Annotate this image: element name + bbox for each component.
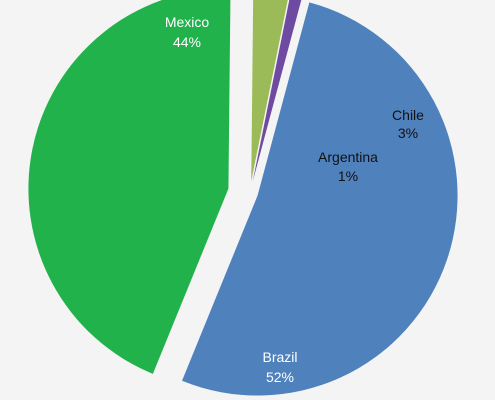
slice-value-brazil: 52% [266, 369, 294, 385]
pie-slices [28, 0, 458, 396]
pie-slice-brazil [182, 2, 458, 396]
slice-label-brazil: Brazil [262, 349, 297, 365]
slice-value-argentina: 1% [338, 168, 358, 184]
pie-slice-chile [251, 0, 288, 182]
slice-label-mexico: Mexico [165, 14, 210, 30]
slice-label-argentina: Argentina [318, 149, 378, 165]
slice-label-chile: Chile [392, 107, 424, 123]
slice-value-mexico: 44% [173, 34, 201, 50]
pie-slice-argentina [252, 0, 302, 182]
pie-labels: Mexico 44% Brazil 52% Chile 3% Argentina… [165, 14, 424, 385]
pie-slice-mexico [28, 0, 231, 374]
slice-value-chile: 3% [398, 125, 418, 141]
